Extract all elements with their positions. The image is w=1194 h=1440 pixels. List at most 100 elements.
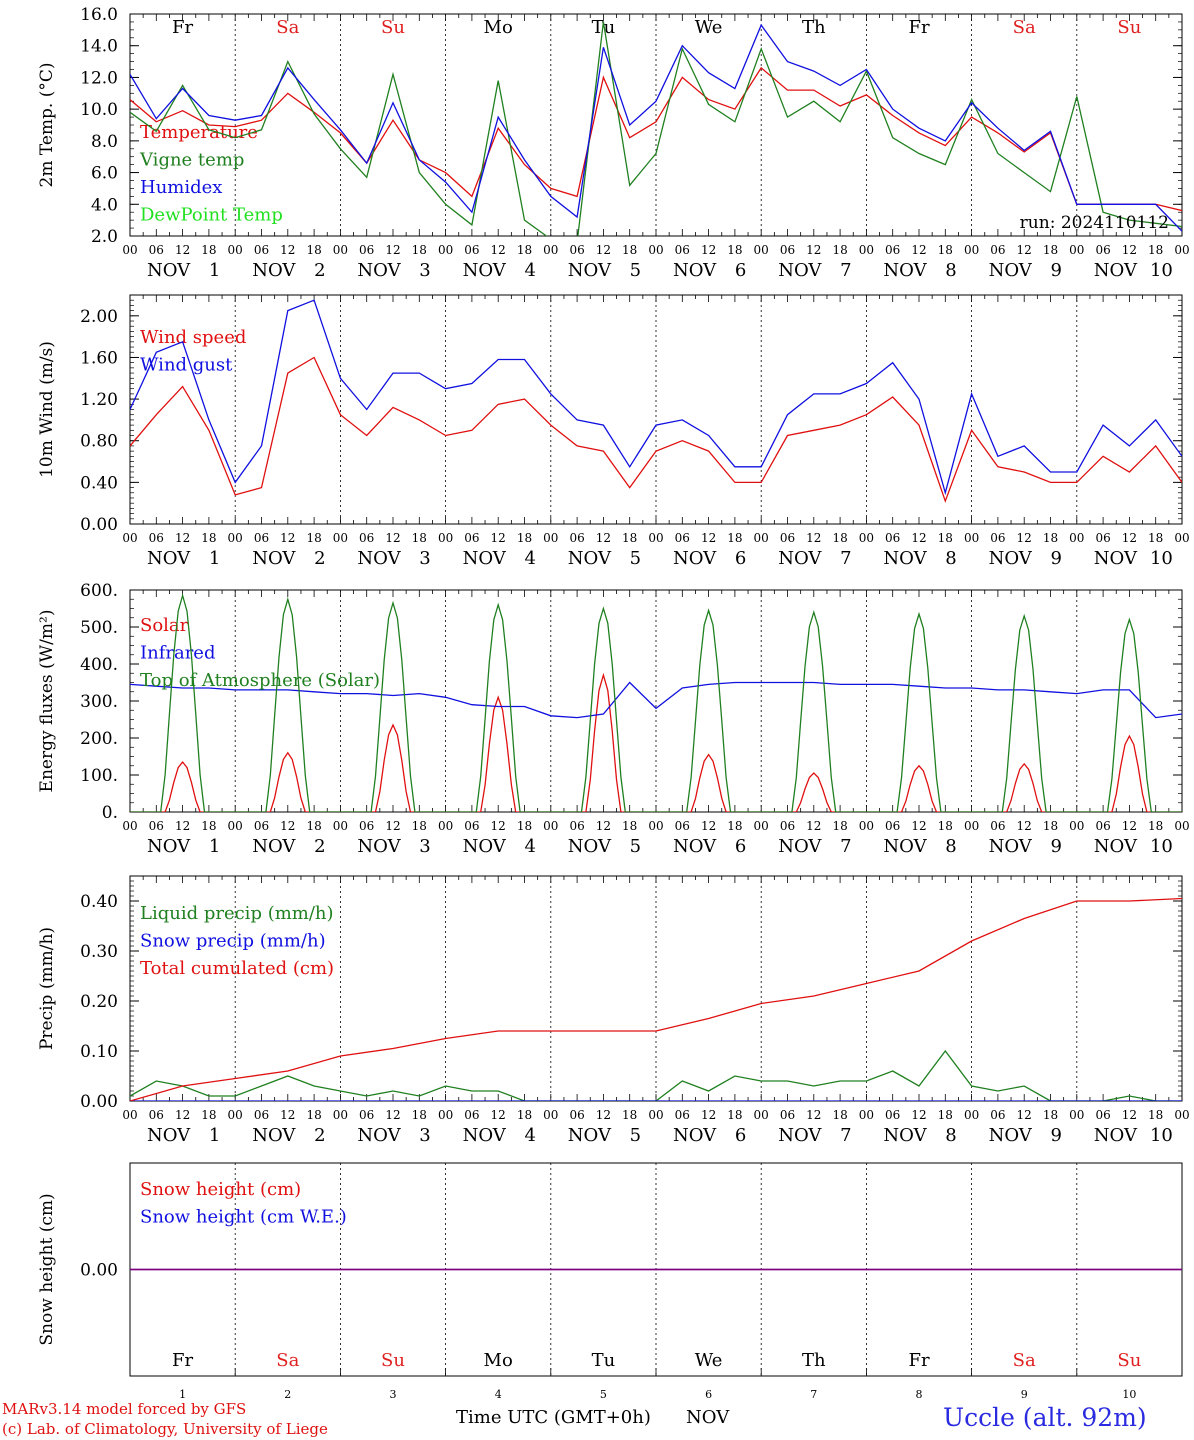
- panel1-series-line: [130, 23, 1182, 232]
- panel2-hour-label: 00: [333, 531, 348, 545]
- panel2-hour-label: 00: [1174, 531, 1189, 545]
- panel3-hour-label: 12: [1017, 819, 1032, 833]
- lab-credit: (c) Lab. of Climatology, University of L…: [2, 1420, 328, 1438]
- panel4-hour-label: 00: [438, 1108, 453, 1122]
- panel1-hour-label: 06: [780, 243, 795, 257]
- panel5-day-number: 8: [916, 1388, 923, 1401]
- panel2-hour-label: 12: [1017, 531, 1032, 545]
- panel1-day-name: Sa: [276, 17, 299, 38]
- station-name: Uccle (alt. 92m): [943, 1403, 1147, 1432]
- panel5-day-number: 6: [705, 1388, 712, 1401]
- panel3-month-label: NOV: [778, 836, 822, 857]
- panel2-frame: [129, 294, 1183, 525]
- panel1-hour-label: 12: [280, 243, 295, 257]
- panel4-month-label: NOV: [252, 1125, 296, 1146]
- panel3-day-number: 1: [209, 836, 220, 857]
- panel4-hour-label: 18: [1148, 1108, 1163, 1122]
- panel1-series-line: [130, 66, 1182, 212]
- panel2-hour-label: 12: [175, 531, 190, 545]
- panel3-hour-label: 00: [1069, 819, 1084, 833]
- panel1-day-name: Tu: [592, 17, 616, 38]
- panel1-day-number: 4: [524, 260, 535, 281]
- panel2-month-label: NOV: [883, 548, 927, 569]
- panel2-hour-label: 12: [491, 531, 506, 545]
- panel4-hour-label: 12: [280, 1108, 295, 1122]
- panel3-day-number: 9: [1050, 836, 1061, 857]
- panel3-hour-label: 06: [569, 819, 584, 833]
- panel3-hour-label: 06: [149, 819, 164, 833]
- panel4-hour-label: 12: [806, 1108, 821, 1122]
- panel1-month-label: NOV: [673, 260, 717, 281]
- panel2-month-label: NOV: [989, 548, 1033, 569]
- panel1-y-tick-label: 16.0: [80, 5, 118, 25]
- panel1-hour-label: 06: [464, 243, 479, 257]
- panel1-y-tick-label: 4.0: [91, 195, 118, 215]
- panel2-hour-label: 12: [806, 531, 821, 545]
- panel4-day-number: 5: [630, 1125, 641, 1146]
- panel2-hour-label: 18: [517, 531, 532, 545]
- model-credit: MARv3.14 model forced by GFS: [2, 1400, 247, 1418]
- panel2-month-label: NOV: [463, 548, 507, 569]
- panel4-hour-label: 12: [1122, 1108, 1137, 1122]
- panel2-hour-label: 00: [648, 531, 663, 545]
- panel2-y-tick-label: 0.40: [80, 473, 118, 493]
- panel1-hour-label: 18: [306, 243, 321, 257]
- panel2-legend-entry: Wind speed: [140, 327, 246, 348]
- panel3-hour-label: 18: [412, 819, 427, 833]
- panel3-month-label: NOV: [568, 836, 612, 857]
- panel3-series-line: [130, 593, 1182, 812]
- panel3-legend-entry: Solar: [140, 615, 189, 636]
- panel5-day-number: 3: [390, 1388, 397, 1401]
- panel4-legend-entry: Liquid precip (mm/h): [140, 903, 334, 924]
- panel1-day-name: Th: [802, 17, 826, 38]
- panel2-month-label: NOV: [1094, 548, 1138, 569]
- panel3-hour-label: 18: [622, 819, 637, 833]
- panel1-hour-label: 00: [648, 243, 663, 257]
- panel1-day-number: 10: [1150, 260, 1173, 281]
- panel4-y-tick-label: 0.40: [80, 892, 118, 912]
- panel2-month-label: NOV: [357, 548, 401, 569]
- panel3-hour-label: 06: [675, 819, 690, 833]
- panel3-month-label: NOV: [883, 836, 927, 857]
- panel4-hour-label: 00: [228, 1108, 243, 1122]
- panel3-day-number: 4: [524, 836, 535, 857]
- panel2-hour-label: 12: [911, 531, 926, 545]
- panel1-hour-label: 12: [175, 243, 190, 257]
- panel4-hour-label: 00: [754, 1108, 769, 1122]
- panel1-hour-label: 00: [333, 243, 348, 257]
- panel1-hour-label: 00: [1174, 243, 1189, 257]
- panel3-hour-label: 18: [1043, 819, 1058, 833]
- panel3-hour-label: 00: [648, 819, 663, 833]
- panel5-day-name: We: [695, 1350, 723, 1371]
- panel1-series-line: [130, 21, 1182, 236]
- panel4-series-line: [130, 1049, 1182, 1101]
- panel3-day-number: 5: [630, 836, 641, 857]
- panel1-hour-label: 00: [1069, 243, 1084, 257]
- panel2-day-number: 3: [419, 548, 430, 569]
- panel4-hour-label: 12: [596, 1108, 611, 1122]
- panel3-hour-label: 12: [385, 819, 400, 833]
- panel1-day-name: Su: [1117, 17, 1141, 38]
- panel3-month-label: NOV: [1094, 836, 1138, 857]
- panel5-day-number: 4: [495, 1388, 502, 1401]
- panel4-hour-label: 12: [175, 1108, 190, 1122]
- panel2-hour-label: 12: [385, 531, 400, 545]
- panel5-day-number: 2: [284, 1388, 291, 1401]
- panel2-hour-label: 18: [622, 531, 637, 545]
- panel1-month-label: NOV: [568, 260, 612, 281]
- panel3-month-label: NOV: [463, 836, 507, 857]
- panel1-hour-label: 18: [1043, 243, 1058, 257]
- panel3-hour-label: 00: [754, 819, 769, 833]
- panel3-hour-label: 12: [1122, 819, 1137, 833]
- panel4-hour-label: 00: [543, 1108, 558, 1122]
- panel1-month-label: NOV: [357, 260, 401, 281]
- panel1-hour-label: 12: [596, 243, 611, 257]
- panel2-hour-label: 06: [885, 531, 900, 545]
- panel1-hour-label: 18: [622, 243, 637, 257]
- panel1-y-tick-label: 12.0: [80, 68, 118, 88]
- panel4-day-number: 9: [1050, 1125, 1061, 1146]
- panel5-y-tick-label: 0.00: [80, 1261, 118, 1281]
- panel2-hour-label: 06: [464, 531, 479, 545]
- panel1-hour-label: 06: [675, 243, 690, 257]
